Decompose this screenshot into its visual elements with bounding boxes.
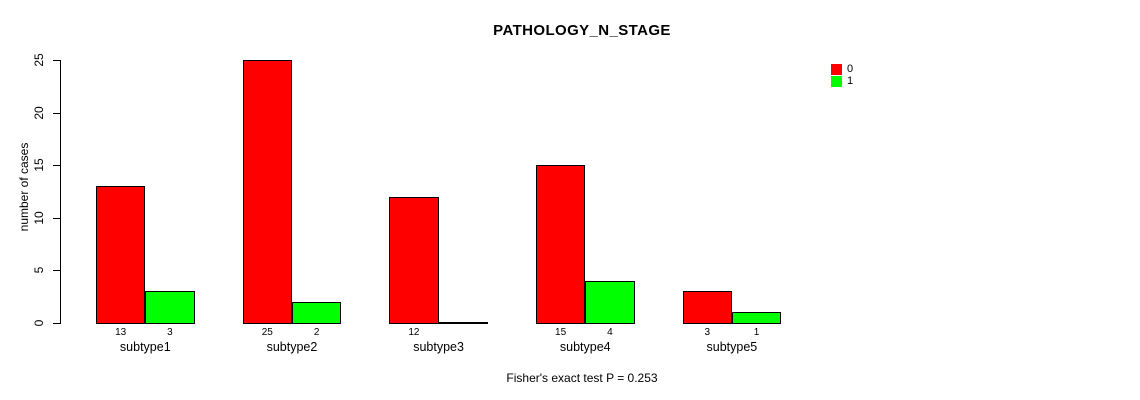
legend-label: 1 xyxy=(847,74,854,87)
bar-value-label: 1 xyxy=(753,327,760,338)
y-tick-mark xyxy=(53,217,61,219)
category-label: subtype3 xyxy=(413,340,464,354)
bar-value-label: 15 xyxy=(555,327,567,338)
legend-item: 1 xyxy=(831,75,853,87)
y-tick-mark xyxy=(53,112,61,114)
bar xyxy=(731,312,782,324)
bar xyxy=(535,165,586,324)
category-label: subtype4 xyxy=(559,340,611,354)
legend-label: 0 xyxy=(847,62,854,75)
category-label: subtype2 xyxy=(266,340,318,354)
legend-item: 0 xyxy=(831,63,853,75)
bar xyxy=(242,60,292,324)
y-tick-label: 20 xyxy=(32,105,46,120)
bar-value-label: 2 xyxy=(313,327,320,338)
bar xyxy=(145,291,195,324)
annotation-text: Fisher's exact test P = 0.253 xyxy=(506,371,658,385)
bar xyxy=(585,280,635,324)
chart-title: PATHOLOGY_N_STAGE xyxy=(493,22,671,39)
bar xyxy=(682,291,732,324)
bar-value-label: 13 xyxy=(115,327,127,338)
y-tick-mark xyxy=(53,165,61,167)
category-label: subtype1 xyxy=(119,340,171,354)
y-tick-mark xyxy=(53,270,61,272)
bar xyxy=(291,301,342,324)
y-tick-mark xyxy=(53,60,61,61)
bar-value-label: 3 xyxy=(704,327,711,338)
y-tick-label: 10 xyxy=(32,210,46,225)
bar-value-label: 3 xyxy=(167,327,173,338)
y-tick-label: 15 xyxy=(32,158,46,172)
legend-swatch xyxy=(831,75,842,87)
legend-swatch xyxy=(831,63,842,75)
bar xyxy=(96,186,146,324)
y-tick-label: 25 xyxy=(32,53,46,67)
bar-value-label: 4 xyxy=(607,327,613,338)
category-label: subtype5 xyxy=(706,340,758,354)
y-tick-mark xyxy=(53,322,61,324)
bar-value-label: 25 xyxy=(261,327,273,338)
bar xyxy=(389,196,439,324)
y-axis-line xyxy=(60,60,61,324)
bar-value-label: 12 xyxy=(408,327,420,338)
y-tick-label: 0 xyxy=(32,319,46,327)
bar-zero-line xyxy=(438,322,488,325)
y-tick-label: 5 xyxy=(32,266,46,274)
